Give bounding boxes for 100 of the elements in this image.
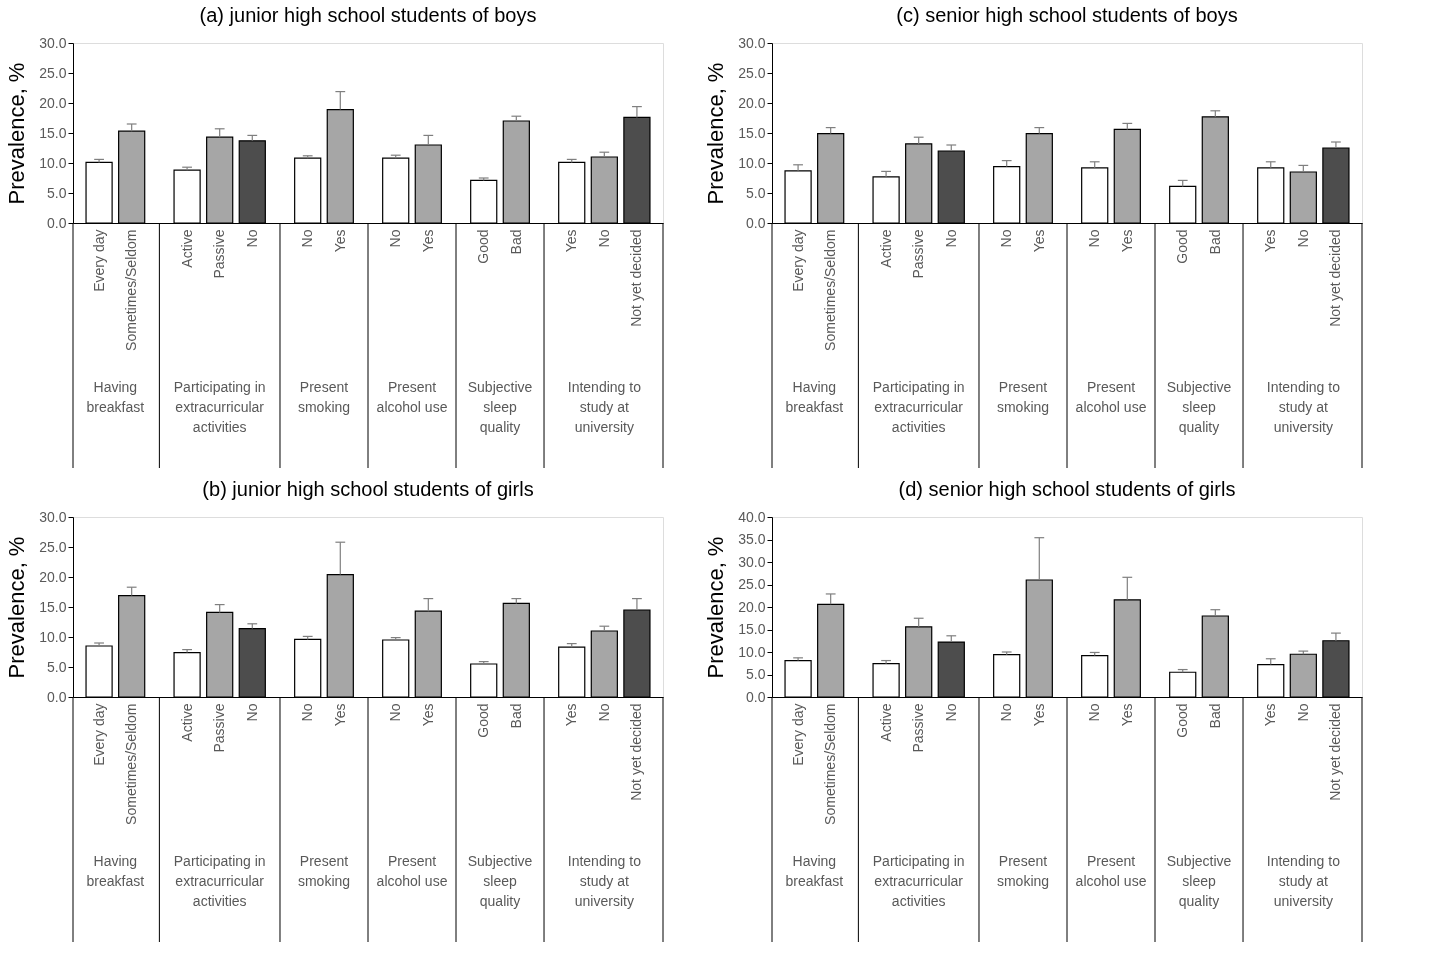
chart-title: (b) junior high school students of girls bbox=[202, 478, 534, 500]
x-tick-label: Yes bbox=[563, 703, 580, 727]
y-tick-label: 10.0 bbox=[39, 154, 67, 171]
y-tick-label: 5.0 bbox=[746, 666, 766, 682]
y-tick-label: 15.0 bbox=[39, 598, 67, 615]
y-tick-label: 30.0 bbox=[738, 34, 766, 51]
x-tick-label: Active bbox=[877, 229, 894, 268]
y-tick-label: 10.0 bbox=[39, 628, 67, 645]
y-tick-label: 0.0 bbox=[746, 214, 766, 231]
x-tick-label: No bbox=[299, 229, 316, 248]
x-tick-label: No bbox=[299, 703, 316, 722]
text: Participating in extracurricular activities bbox=[173, 853, 266, 909]
x-tick-label: No bbox=[595, 229, 612, 248]
y-tick-label: 40.0 bbox=[738, 508, 766, 525]
x-tick-label: Sometimes/Seldom bbox=[822, 229, 839, 351]
y-tick-label: 5.0 bbox=[746, 184, 766, 201]
x-tick-label: Yes bbox=[563, 229, 580, 253]
x-tick-label: Yes bbox=[1262, 229, 1279, 253]
x-tick-label: Yes bbox=[1118, 703, 1135, 727]
x-tick-label: Passive bbox=[910, 229, 927, 279]
y-tick-label: 15.0 bbox=[39, 124, 67, 141]
x-tick-label: Not yet decided bbox=[628, 703, 645, 801]
x-tick-label: No bbox=[1294, 703, 1311, 722]
text: Present smoking bbox=[996, 853, 1050, 889]
y-tick-label: 20.0 bbox=[738, 598, 766, 615]
x-tick-label: No bbox=[942, 703, 959, 722]
y-tick-label: 0.0 bbox=[746, 688, 766, 705]
x-tick-label: Active bbox=[178, 229, 195, 268]
x-tick-label: Every day bbox=[90, 703, 107, 766]
x-tick-label: Active bbox=[178, 703, 195, 742]
text: Present smoking bbox=[297, 853, 351, 889]
x-tick-label: No bbox=[998, 703, 1015, 722]
y-tick-label: 10.0 bbox=[738, 154, 766, 171]
y-tick-label: 30.0 bbox=[39, 34, 67, 51]
y-axis-title: Prevalence, % bbox=[703, 536, 729, 679]
x-tick-label: Yes bbox=[1262, 703, 1279, 727]
x-tick-label: No bbox=[1294, 229, 1311, 248]
x-tick-label: No bbox=[243, 703, 260, 722]
x-tick-label: Yes bbox=[419, 229, 436, 253]
y-tick-label: 25.0 bbox=[738, 64, 766, 81]
y-axis-title: Prevalence, % bbox=[4, 62, 30, 205]
y-tick-label: 0.0 bbox=[47, 688, 67, 705]
y-tick-label: 20.0 bbox=[39, 94, 67, 111]
x-tick-label: Passive bbox=[211, 703, 228, 753]
y-tick-label: 10.0 bbox=[738, 643, 766, 660]
x-tick-label: Yes bbox=[331, 703, 348, 727]
x-tick-label: Bad bbox=[1206, 703, 1223, 729]
x-tick-label: Good bbox=[1174, 703, 1191, 738]
x-tick-label: Yes bbox=[1030, 703, 1047, 727]
text: Intending to study at university bbox=[567, 379, 642, 435]
x-tick-label: Yes bbox=[1118, 229, 1135, 253]
text: Intending to study at university bbox=[567, 853, 642, 909]
text: Intending to study at university bbox=[1266, 853, 1341, 909]
x-tick-label: No bbox=[1086, 703, 1103, 722]
text: Participating in extracurricular activities bbox=[173, 379, 266, 435]
x-tick-label: Not yet decided bbox=[1327, 229, 1344, 327]
x-tick-label: Bad bbox=[507, 229, 524, 255]
text: Participating in extracurricular activities bbox=[872, 379, 965, 435]
y-tick-label: 0.0 bbox=[47, 214, 67, 231]
x-tick-label: No bbox=[387, 229, 404, 248]
text: Subjective sleep quality bbox=[467, 853, 533, 909]
text: Having breakfast bbox=[785, 379, 844, 415]
x-tick-label: No bbox=[1086, 229, 1103, 248]
text: Having breakfast bbox=[785, 853, 844, 889]
x-tick-label: No bbox=[942, 229, 959, 248]
x-tick-label: Yes bbox=[331, 229, 348, 253]
y-tick-label: 15.0 bbox=[738, 621, 766, 637]
x-tick-label: Passive bbox=[910, 703, 927, 753]
x-tick-label: Bad bbox=[507, 703, 524, 729]
x-tick-label: Good bbox=[475, 229, 492, 264]
y-tick-label: 35.0 bbox=[738, 531, 766, 547]
y-tick-label: 5.0 bbox=[47, 658, 67, 675]
y-tick-label: 25.0 bbox=[738, 576, 766, 592]
x-tick-label: Every day bbox=[90, 229, 107, 292]
text: Subjective sleep quality bbox=[467, 379, 533, 435]
text: Subjective sleep quality bbox=[1166, 853, 1232, 909]
x-tick-label: Not yet decided bbox=[1327, 703, 1344, 801]
text: Present smoking bbox=[297, 379, 351, 415]
chart-title: (a) junior high school students of boys bbox=[199, 4, 537, 26]
text: Present alcohol use bbox=[376, 379, 448, 415]
x-tick-label: No bbox=[595, 703, 612, 722]
x-tick-label: Yes bbox=[419, 703, 436, 727]
y-tick-label: 25.0 bbox=[39, 64, 67, 81]
y-tick-label: 15.0 bbox=[738, 124, 766, 141]
x-tick-label: Sometimes/Seldom bbox=[123, 703, 140, 825]
text: Present alcohol use bbox=[376, 853, 448, 889]
y-tick-label: 20.0 bbox=[738, 94, 766, 111]
chart-title: (c) senior high school students of boys bbox=[896, 4, 1238, 26]
x-tick-label: Yes bbox=[1030, 229, 1047, 253]
text: Participating in extracurricular activities bbox=[872, 853, 965, 909]
y-tick-label: 25.0 bbox=[39, 538, 67, 555]
x-tick-label: Sometimes/Seldom bbox=[822, 703, 839, 825]
x-tick-label: Good bbox=[1174, 229, 1191, 264]
x-tick-label: Sometimes/Seldom bbox=[123, 229, 140, 351]
y-tick-label: 30.0 bbox=[738, 553, 766, 570]
text: Intending to study at university bbox=[1266, 379, 1341, 435]
text: Subjective sleep quality bbox=[1166, 379, 1232, 435]
chart-title: (d) senior high school students of girls bbox=[898, 478, 1236, 500]
x-tick-label: Bad bbox=[1206, 229, 1223, 255]
x-tick-label: Passive bbox=[211, 229, 228, 279]
